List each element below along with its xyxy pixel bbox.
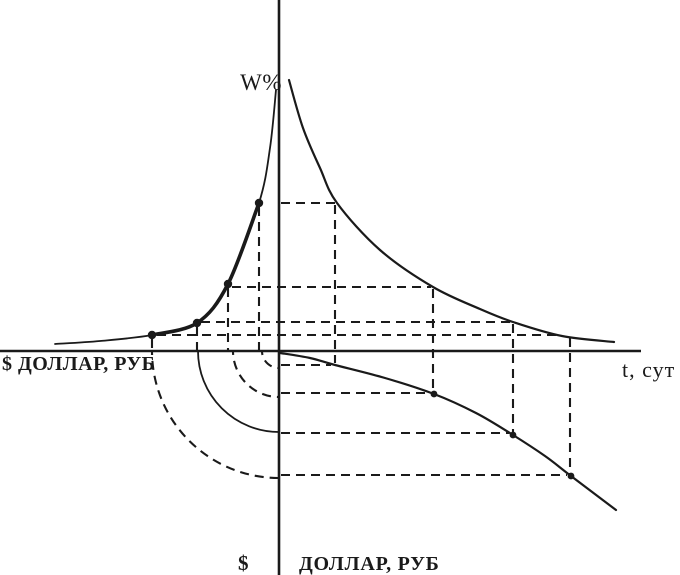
transfer-arc-r127 [150,350,280,480]
curve-dollar-vs-time-q4 [278,351,618,512]
plot-layer [0,0,641,575]
axis-label-dollar-rub-left: $ ДОЛЛАР, РУБ [2,353,155,375]
curve-w-vs-dollar-q2-bold [150,201,261,337]
data-point-q4 [509,431,517,439]
axis-label-w-percent: W% [240,70,282,95]
transfer-arc-r46 [231,350,280,399]
data-point-q2 [192,318,202,328]
axis-label-t-days: t, сут [622,357,675,382]
transfer-arc-r81 [197,350,280,433]
axis-label-dollar-symbol-bottom: $ [238,551,249,575]
data-point-q4 [430,390,438,398]
axis-label-dollar-rub-bottom: ДОЛЛАР, РУБ [299,553,440,575]
data-point-q2 [254,198,264,208]
data-point-q2 [223,279,233,289]
curve-w-vs-time-q1 [287,78,616,344]
curve-w-vs-dollar-q2 [54,89,277,345]
data-point-q2 [147,330,157,340]
transfer-arc-r17 [260,350,280,370]
label-layer: W% $ ДОЛЛАР, РУБ t, сут $ ДОЛЛАР, РУБ [2,70,675,575]
data-point-q4 [567,472,575,480]
